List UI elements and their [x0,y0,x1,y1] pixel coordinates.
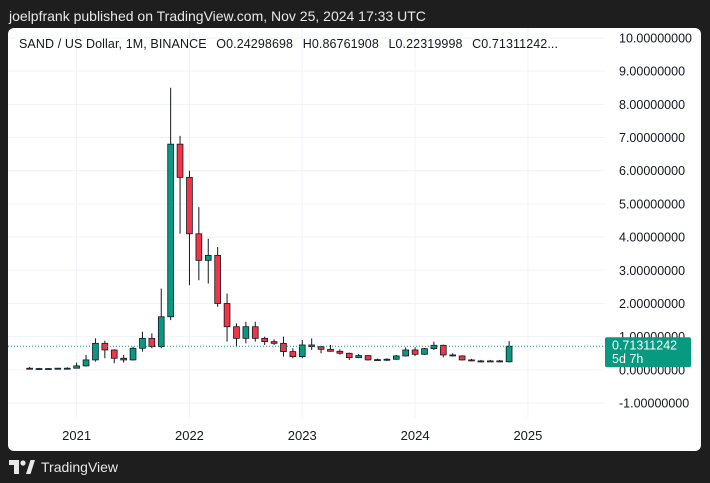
candle-body[interactable] [233,326,240,339]
publisher-header: joelpfrank published on TradingView.com,… [0,0,710,30]
candle-body[interactable] [280,342,287,353]
candle-body[interactable] [73,365,80,369]
candle-body[interactable] [449,354,457,357]
candle-body[interactable] [261,337,268,343]
candle-body[interactable] [92,342,99,361]
candle-body[interactable] [157,316,165,348]
candle-body[interactable] [392,355,400,360]
candle-body[interactable] [458,355,466,361]
ohlc-legend: SAND / US Dollar, 1M, BINANCE O0.2429869… [19,37,564,51]
candle-body[interactable] [167,143,174,318]
candle-body[interactable] [214,254,221,304]
candle-body[interactable] [186,176,193,235]
y-tick-label: 2.00000000 [619,297,685,311]
y-tick-label: 5.00000000 [619,197,685,211]
legend-high: H0.86761908 [302,37,379,51]
y-tick-label: 7.00000000 [619,131,685,145]
candle-body[interactable] [63,367,71,370]
legend-open: O0.24298698 [216,37,294,51]
y-tick-label: 8.00000000 [619,98,685,112]
candle-body[interactable] [317,346,325,350]
candle-body[interactable] [35,368,43,370]
candle-body[interactable] [421,348,428,355]
candle-body[interactable] [223,303,231,328]
candle-body[interactable] [364,355,372,361]
candle-body[interactable] [110,349,118,359]
candle-body[interactable] [120,357,127,361]
x-tick-label: 2021 [62,428,91,443]
x-tick-label: 2023 [288,428,317,443]
candle-body[interactable] [486,360,494,363]
candle-body[interactable] [468,359,475,362]
chart-panel[interactable]: -1.00000000 0.00000000 1.00000000 2.0000000… [8,28,701,451]
candle-body[interactable] [336,350,344,354]
candle-body[interactable] [430,344,438,350]
candle-body[interactable] [411,349,419,355]
y-tick-label: -1.00000000 [619,397,689,411]
legend-symbol[interactable]: SAND / US Dollar, 1M, BINANCE [19,37,207,51]
candle-body[interactable] [54,367,62,370]
candle-body[interactable] [26,367,33,370]
candle-body[interactable] [176,143,184,178]
candle-body[interactable] [148,337,156,348]
candle-body[interactable] [82,359,90,367]
candle-body[interactable] [289,351,297,357]
candle-body[interactable] [204,254,212,261]
candle-body[interactable] [439,344,447,356]
price-badge-countdown: 5d 7h [612,352,643,366]
candle-body[interactable] [251,326,259,339]
candle-body[interactable] [345,352,353,358]
candle-body[interactable] [496,360,504,363]
candle-body[interactable] [270,341,278,344]
x-tick-label: 2022 [175,428,204,443]
tradingview-logo-icon [9,460,35,474]
x-tick-label: 2024 [401,428,430,443]
candle-body[interactable] [139,337,146,349]
y-tick-label: 4.00000000 [619,231,685,245]
candle-body[interactable] [402,349,410,357]
x-tick-label: 2025 [513,428,542,443]
publisher-line: joelpfrank published on TradingView.com,… [9,8,426,24]
price-badge[interactable] [605,337,691,368]
y-tick-label: 3.00000000 [619,264,685,278]
price-badge-value: 0.71311242 [612,339,677,353]
footer: TradingView [0,455,710,483]
legend-close: C0.71311242... [472,37,559,51]
legend-low: L0.22319998 [388,37,463,51]
candle-body[interactable] [327,348,334,352]
tradingview-logo[interactable]: TradingView [9,459,118,475]
candle-body[interactable] [129,347,137,361]
candle-body[interactable] [45,368,52,370]
y-tick-label: 6.00000000 [619,164,685,178]
candle-body[interactable] [242,326,250,339]
candle-body[interactable] [383,358,391,361]
candle-body[interactable] [477,360,485,363]
candle-body[interactable] [195,233,203,261]
candlestick-chart[interactable]: -1.000000000.000000001.000000002.0000000… [8,28,701,451]
candle-body[interactable] [505,345,513,363]
y-tick-label: 10.00000000 [619,31,692,45]
candle-body[interactable] [374,359,381,361]
y-tick-label: 9.00000000 [619,65,685,79]
candle-body[interactable] [355,355,362,358]
brand-name: TradingView [41,459,119,475]
candle-body[interactable] [298,344,306,357]
